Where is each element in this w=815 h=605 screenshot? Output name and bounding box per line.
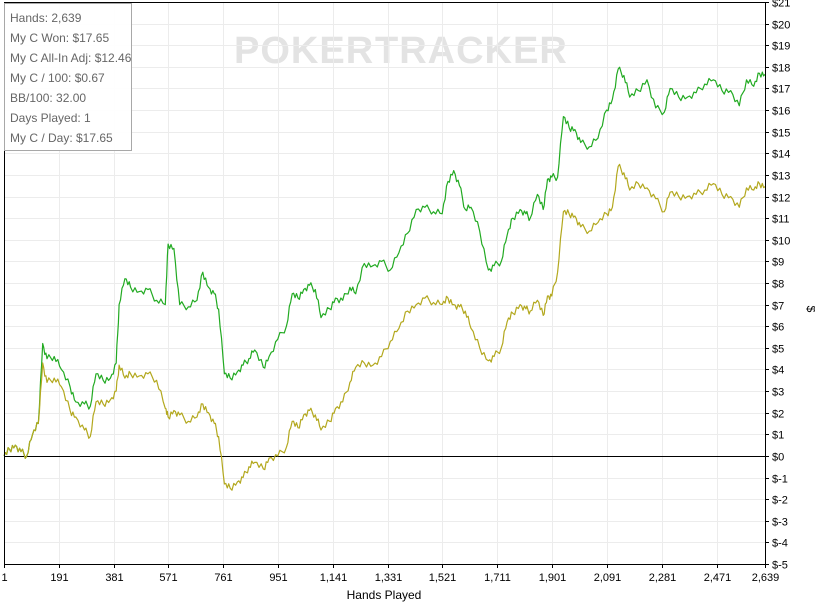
y-tick-label: $14 bbox=[772, 149, 790, 161]
series-line-won bbox=[3, 66, 766, 459]
y-axis-ticks: $-5 $-4 $-3 $-2 $-1 $0 $1 $2 $3 $4 $5 $6 $7 $8 $9 $10 $1… bbox=[765, 0, 790, 572]
stat-hands: Hands: 2,639 bbox=[10, 11, 82, 25]
y-tick-label: $19 bbox=[772, 41, 790, 53]
x-tick-label: 1,331 bbox=[375, 572, 403, 584]
stat-bb-per-100: BB/100: 32.00 bbox=[10, 91, 87, 105]
stat-allin-adj: My C All-In Adj: $12.46 bbox=[10, 51, 132, 65]
y-tick-label: $12 bbox=[772, 193, 790, 205]
x-tick-label: 381 bbox=[105, 572, 123, 584]
y-tick-label: $9 bbox=[772, 257, 784, 269]
x-tick-label: 1,711 bbox=[484, 572, 511, 584]
watermark-tracker: TRACKER bbox=[375, 30, 568, 72]
y-axis-title: $ bbox=[804, 306, 815, 313]
y-tick-label: $-3 bbox=[772, 517, 788, 529]
y-tick-label: $18 bbox=[772, 63, 790, 75]
y-tick-label: $4 bbox=[772, 365, 784, 377]
x-axis-title: Hands Played bbox=[347, 588, 422, 602]
series-line-allin bbox=[3, 163, 766, 491]
stats-summary-box: Hands: 2,639 My C Won: $17.65 My C All-I… bbox=[4, 3, 132, 151]
y-tick-label: $-2 bbox=[772, 495, 788, 507]
y-tick-label: $-4 bbox=[772, 538, 788, 550]
stat-won: My C Won: $17.65 bbox=[10, 31, 110, 45]
x-tick-label: 1,141 bbox=[320, 572, 348, 584]
x-axis-ticks: 1 191 381 571 761 951 1,141 1,331 1,521 1,711 1,90… bbox=[1, 564, 779, 584]
y-tick-label: $11 bbox=[772, 214, 790, 226]
y-tick-label: $21 bbox=[772, 0, 790, 10]
x-tick-label: 1,901 bbox=[539, 572, 567, 584]
y-tick-label: $-1 bbox=[772, 474, 788, 486]
series-lines bbox=[3, 66, 766, 491]
x-tick-label: 1,521 bbox=[429, 572, 457, 584]
y-tick-label: $3 bbox=[772, 387, 784, 399]
stat-per-day: My C / Day: $17.65 bbox=[10, 131, 113, 145]
y-tick-label: $20 bbox=[772, 20, 790, 32]
x-tick-label: 2,639 bbox=[752, 572, 780, 584]
y-tick-label: $5 bbox=[772, 344, 784, 356]
pokertracker-watermark: POKER TRACKER bbox=[234, 30, 568, 72]
stat-days-played: Days Played: 1 bbox=[10, 111, 91, 125]
y-tick-label: $6 bbox=[772, 322, 784, 334]
y-tick-label: $1 bbox=[772, 430, 784, 442]
x-tick-label: 2,281 bbox=[649, 572, 677, 584]
x-tick-label: 951 bbox=[269, 572, 287, 584]
y-tick-label: $15 bbox=[772, 128, 790, 140]
y-tick-label: $-5 bbox=[772, 560, 788, 572]
y-tick-label: $16 bbox=[772, 106, 790, 118]
x-tick-label: 1 bbox=[1, 572, 7, 584]
y-tick-label: $13 bbox=[772, 171, 790, 183]
y-tick-label: $10 bbox=[772, 236, 790, 248]
y-tick-label: $0 bbox=[772, 452, 784, 464]
x-tick-label: 191 bbox=[50, 572, 68, 584]
x-tick-label: 761 bbox=[214, 572, 232, 584]
x-tick-label: 2,091 bbox=[594, 572, 622, 584]
y-tick-label: $7 bbox=[772, 301, 784, 313]
x-tick-label: 2,471 bbox=[704, 572, 732, 584]
y-tick-label: $17 bbox=[772, 84, 790, 96]
y-tick-label: $2 bbox=[772, 409, 784, 421]
y-tick-label: $8 bbox=[772, 279, 784, 291]
x-tick-label: 571 bbox=[159, 572, 177, 584]
stat-per-100: My C / 100: $0.67 bbox=[10, 71, 105, 85]
watermark-poker: POKER bbox=[234, 30, 374, 72]
